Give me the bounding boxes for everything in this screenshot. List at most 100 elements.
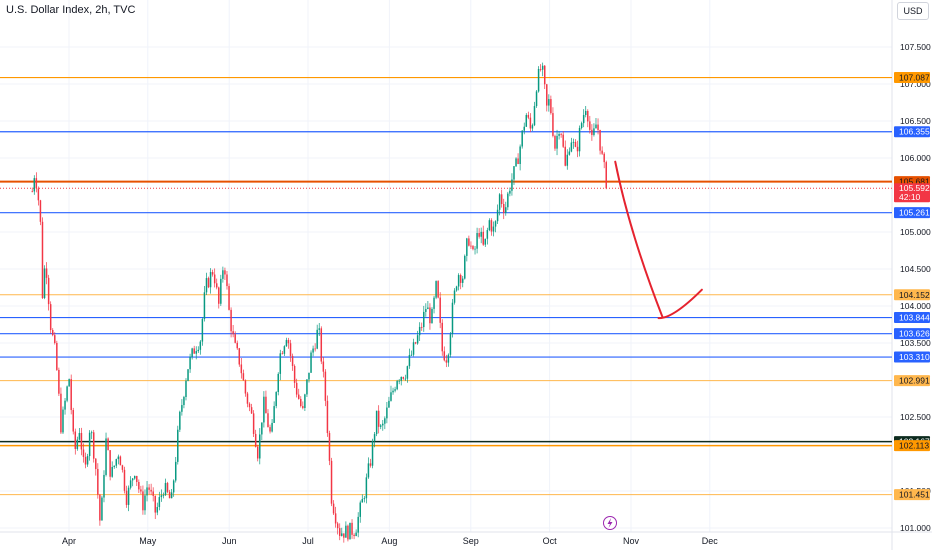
candle-body [218, 287, 220, 304]
candle [599, 129, 601, 155]
candle-body [199, 341, 202, 350]
candle [587, 109, 589, 128]
candle-body [41, 221, 44, 299]
candle [316, 324, 318, 350]
candle [314, 343, 316, 352]
arrow-head[interactable] [657, 288, 703, 320]
candle [556, 129, 558, 156]
candle-body [597, 124, 599, 130]
lightning-icon[interactable] [603, 516, 617, 530]
candle [183, 395, 185, 409]
candle-body [529, 117, 532, 129]
candle [136, 475, 138, 486]
candle [144, 489, 146, 515]
candle [341, 527, 343, 537]
candle-body [558, 133, 560, 136]
candle-body [546, 84, 548, 106]
candle-body [279, 353, 282, 374]
candle-body [576, 146, 579, 152]
candle [365, 473, 368, 504]
candle-body [353, 534, 355, 537]
price-tag-bg [894, 489, 930, 501]
level-price-tag: 103.844 [894, 312, 930, 324]
y-tick-label: 102.500 [900, 412, 931, 422]
candle [275, 391, 277, 409]
candle-body [197, 349, 200, 352]
candle [515, 157, 517, 168]
candle [205, 272, 208, 296]
candle [418, 322, 421, 342]
candle [531, 123, 534, 131]
candle [283, 345, 286, 357]
candle-body [168, 491, 171, 499]
candle-body [318, 328, 320, 330]
candle-body [248, 403, 251, 408]
candle-body [464, 255, 466, 279]
candle-body [209, 272, 212, 288]
candle [554, 134, 556, 151]
candle [468, 235, 470, 247]
candle [591, 124, 593, 141]
candle [318, 323, 320, 337]
candle [519, 144, 521, 171]
level-price-tag: 102.991 [894, 375, 930, 387]
candle [328, 430, 331, 466]
candle [349, 522, 351, 540]
candle-body [394, 389, 396, 391]
candle-body [384, 418, 386, 424]
candle-body [601, 150, 603, 154]
candle-body [244, 380, 247, 394]
candle-body [271, 422, 273, 432]
candle-body [511, 179, 513, 191]
level-price-tag: 101.451 [894, 489, 930, 501]
drawn-arrow[interactable] [614, 160, 703, 320]
candle-body [587, 110, 589, 122]
y-tick-label: 106.500 [900, 116, 931, 126]
candle-body [193, 348, 195, 354]
candle-body [326, 400, 329, 434]
candle-body [146, 487, 148, 496]
candle [92, 429, 95, 463]
candle-body [226, 274, 228, 287]
candle [443, 346, 446, 362]
candle-body [429, 307, 431, 324]
candle [181, 399, 183, 416]
candle-body [500, 194, 503, 204]
candle-body [109, 450, 111, 477]
candle-body [269, 427, 271, 432]
price-tag-label: 103.310 [899, 352, 930, 362]
candle [367, 457, 370, 479]
candle-body [125, 490, 128, 505]
candle [578, 125, 581, 157]
arrow-shaft[interactable] [614, 160, 664, 319]
candle-body [283, 346, 286, 354]
candle [31, 187, 33, 193]
candle [459, 273, 462, 290]
candle-body [578, 127, 581, 152]
candle-body [310, 352, 312, 373]
candle-body [51, 329, 54, 336]
candle [49, 301, 52, 334]
candle-body [211, 272, 214, 275]
candle-body [37, 188, 40, 201]
candle [560, 133, 562, 138]
candle-body [480, 231, 482, 237]
candle-body [361, 499, 364, 503]
candle [146, 481, 148, 502]
level-price-tag: 103.626 [894, 328, 930, 340]
candle-body [470, 245, 472, 247]
candle-body [320, 328, 323, 362]
candle [68, 378, 70, 387]
candle [265, 390, 267, 414]
candle-body [390, 392, 392, 401]
candle-body [414, 342, 417, 344]
candle [66, 385, 68, 403]
candle-body [234, 334, 236, 343]
candle [427, 300, 429, 310]
price-tag-bg [894, 312, 930, 324]
candle-body [412, 342, 415, 355]
candle [351, 519, 353, 539]
currency-selector[interactable]: USD [897, 2, 929, 20]
candle-body [566, 154, 569, 166]
